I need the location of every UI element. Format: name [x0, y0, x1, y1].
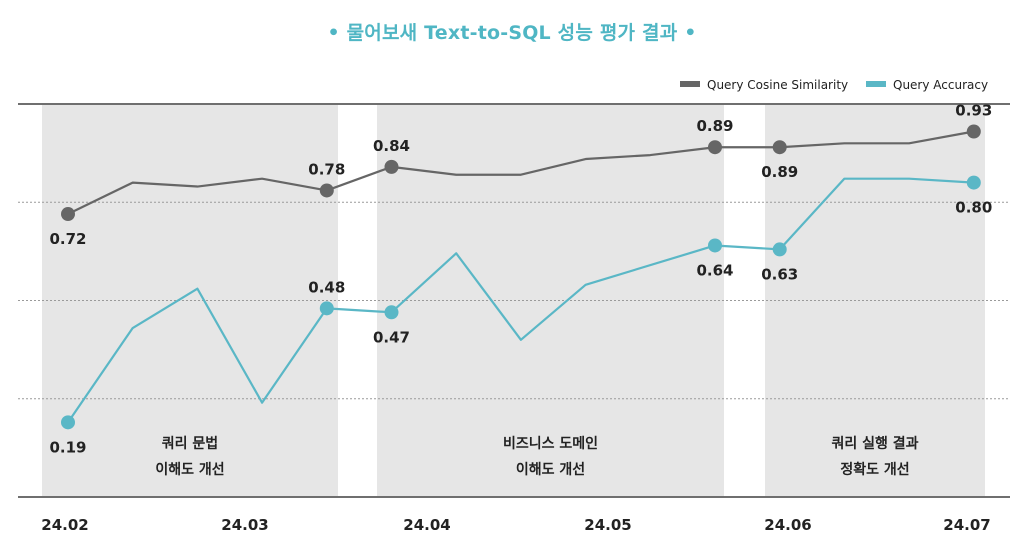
data-label: 0.47	[373, 328, 410, 346]
data-point	[772, 242, 787, 257]
data-point	[772, 140, 787, 155]
data-point	[708, 140, 722, 155]
data-point	[319, 301, 334, 316]
data-label: 0.89	[696, 117, 733, 135]
legend: Query Cosine Similarity Query Accuracy	[680, 78, 988, 92]
phase-label-line1: 쿼리 문법	[162, 435, 218, 452]
x-tick-label: 24.07	[943, 516, 990, 534]
data-point	[966, 124, 981, 139]
data-point	[61, 415, 75, 430]
phase-label-line2: 이해도 개선	[516, 461, 585, 478]
data-label: 0.48	[308, 278, 345, 296]
data-point	[966, 175, 981, 190]
legend-swatch	[866, 81, 886, 87]
x-axis-ticks: 24.02 24.03 24.04 24.05 24.06 24.07	[41, 516, 990, 534]
data-label: 0.80	[955, 199, 992, 217]
data-label: 0.19	[49, 438, 86, 456]
x-tick-label: 24.02	[41, 516, 88, 534]
data-point	[384, 305, 399, 320]
x-tick-label: 24.03	[221, 516, 268, 534]
series-line	[67, 130, 974, 216]
data-point	[384, 159, 399, 174]
series-line	[67, 177, 974, 423]
data-label: 0.89	[761, 163, 798, 181]
data-label: 0.93	[955, 102, 992, 120]
phase-label-line1: 비즈니스 도메인	[503, 435, 598, 452]
data-point	[708, 238, 722, 253]
phase-label-line1: 쿼리 실행 결과	[831, 435, 918, 452]
data-label: 0.78	[308, 160, 345, 178]
data-labels: 0.72 0.78 0.84 0.89 0.89 0.93 0.19 0.48 0.47 0.64…	[49, 102, 992, 457]
phase-label-line2: 정확도 개선	[840, 461, 909, 478]
chart-title: • 물어보새 Text-to-SQL 성능 평가 결과 •	[327, 22, 697, 44]
data-label: 0.72	[49, 230, 86, 248]
grid-lines	[18, 103, 1010, 498]
data-point	[319, 183, 334, 198]
legend-label: Query Cosine Similarity	[707, 78, 848, 92]
data-point	[61, 207, 75, 222]
phase-label-line2: 이해도 개선	[155, 461, 224, 478]
legend-label: Query Accuracy	[893, 78, 988, 92]
legend-swatch	[680, 81, 700, 87]
x-tick-label: 24.06	[764, 516, 811, 534]
x-tick-label: 24.04	[403, 516, 450, 534]
x-tick-label: 24.05	[584, 516, 631, 534]
series-lines	[61, 124, 981, 430]
data-label: 0.63	[761, 265, 798, 283]
data-label: 0.84	[373, 137, 410, 155]
data-label: 0.64	[696, 261, 733, 279]
